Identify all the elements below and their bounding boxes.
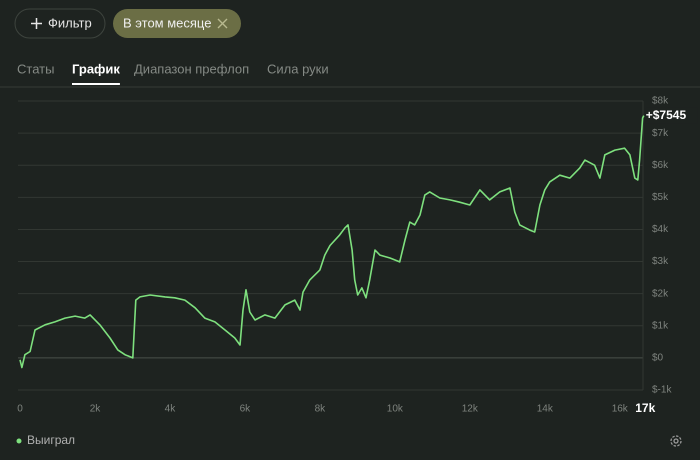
period-chip[interactable] [113, 9, 241, 38]
x-tick-label: 2k [90, 404, 102, 415]
y-tick-label: $5k [652, 192, 669, 203]
y-tick-label: $-1k [652, 385, 672, 396]
x-tick-label: 8k [315, 404, 327, 415]
tab[interactable]: Сила руки [267, 61, 329, 76]
x-tick-label: 14k [537, 404, 554, 415]
y-tick-label: $1k [652, 320, 669, 331]
y-tick-label: $0 [652, 353, 664, 364]
tab[interactable]: Статы [17, 61, 54, 76]
chip-label: В этом месяце [123, 15, 211, 30]
x-tick-label: 10k [387, 404, 404, 415]
filter-button[interactable] [14, 8, 106, 39]
x-tick-label: 16k [612, 404, 629, 415]
series-line [19, 115, 645, 369]
y-tick-label: $3k [652, 256, 669, 267]
close-icon[interactable] [217, 18, 228, 29]
tab[interactable]: Диапазон префлоп [134, 61, 249, 76]
x-tick-label: 12k [462, 404, 479, 415]
y-tick-label: $8k [652, 96, 669, 107]
x-tick-label: 4k [165, 404, 177, 415]
settings-icon[interactable] [670, 435, 682, 447]
value-label: +$7545 [646, 108, 687, 122]
legend-dot [16, 438, 22, 444]
plus-icon [31, 18, 42, 29]
y-tick-label: $7k [652, 128, 669, 139]
filter-label: Фильтр [48, 15, 92, 30]
y-tick-label: $4k [652, 224, 669, 235]
tab[interactable]: График [72, 61, 120, 76]
x-tick-label: 0 [17, 404, 23, 415]
y-tick-label: $6k [652, 160, 669, 171]
x-tick-label: 17k [635, 401, 655, 415]
y-tick-label: $2k [652, 288, 669, 299]
x-tick-label: 6k [240, 404, 252, 415]
legend-label: Выиграл [27, 433, 75, 447]
value-label-bg [645, 107, 698, 124]
